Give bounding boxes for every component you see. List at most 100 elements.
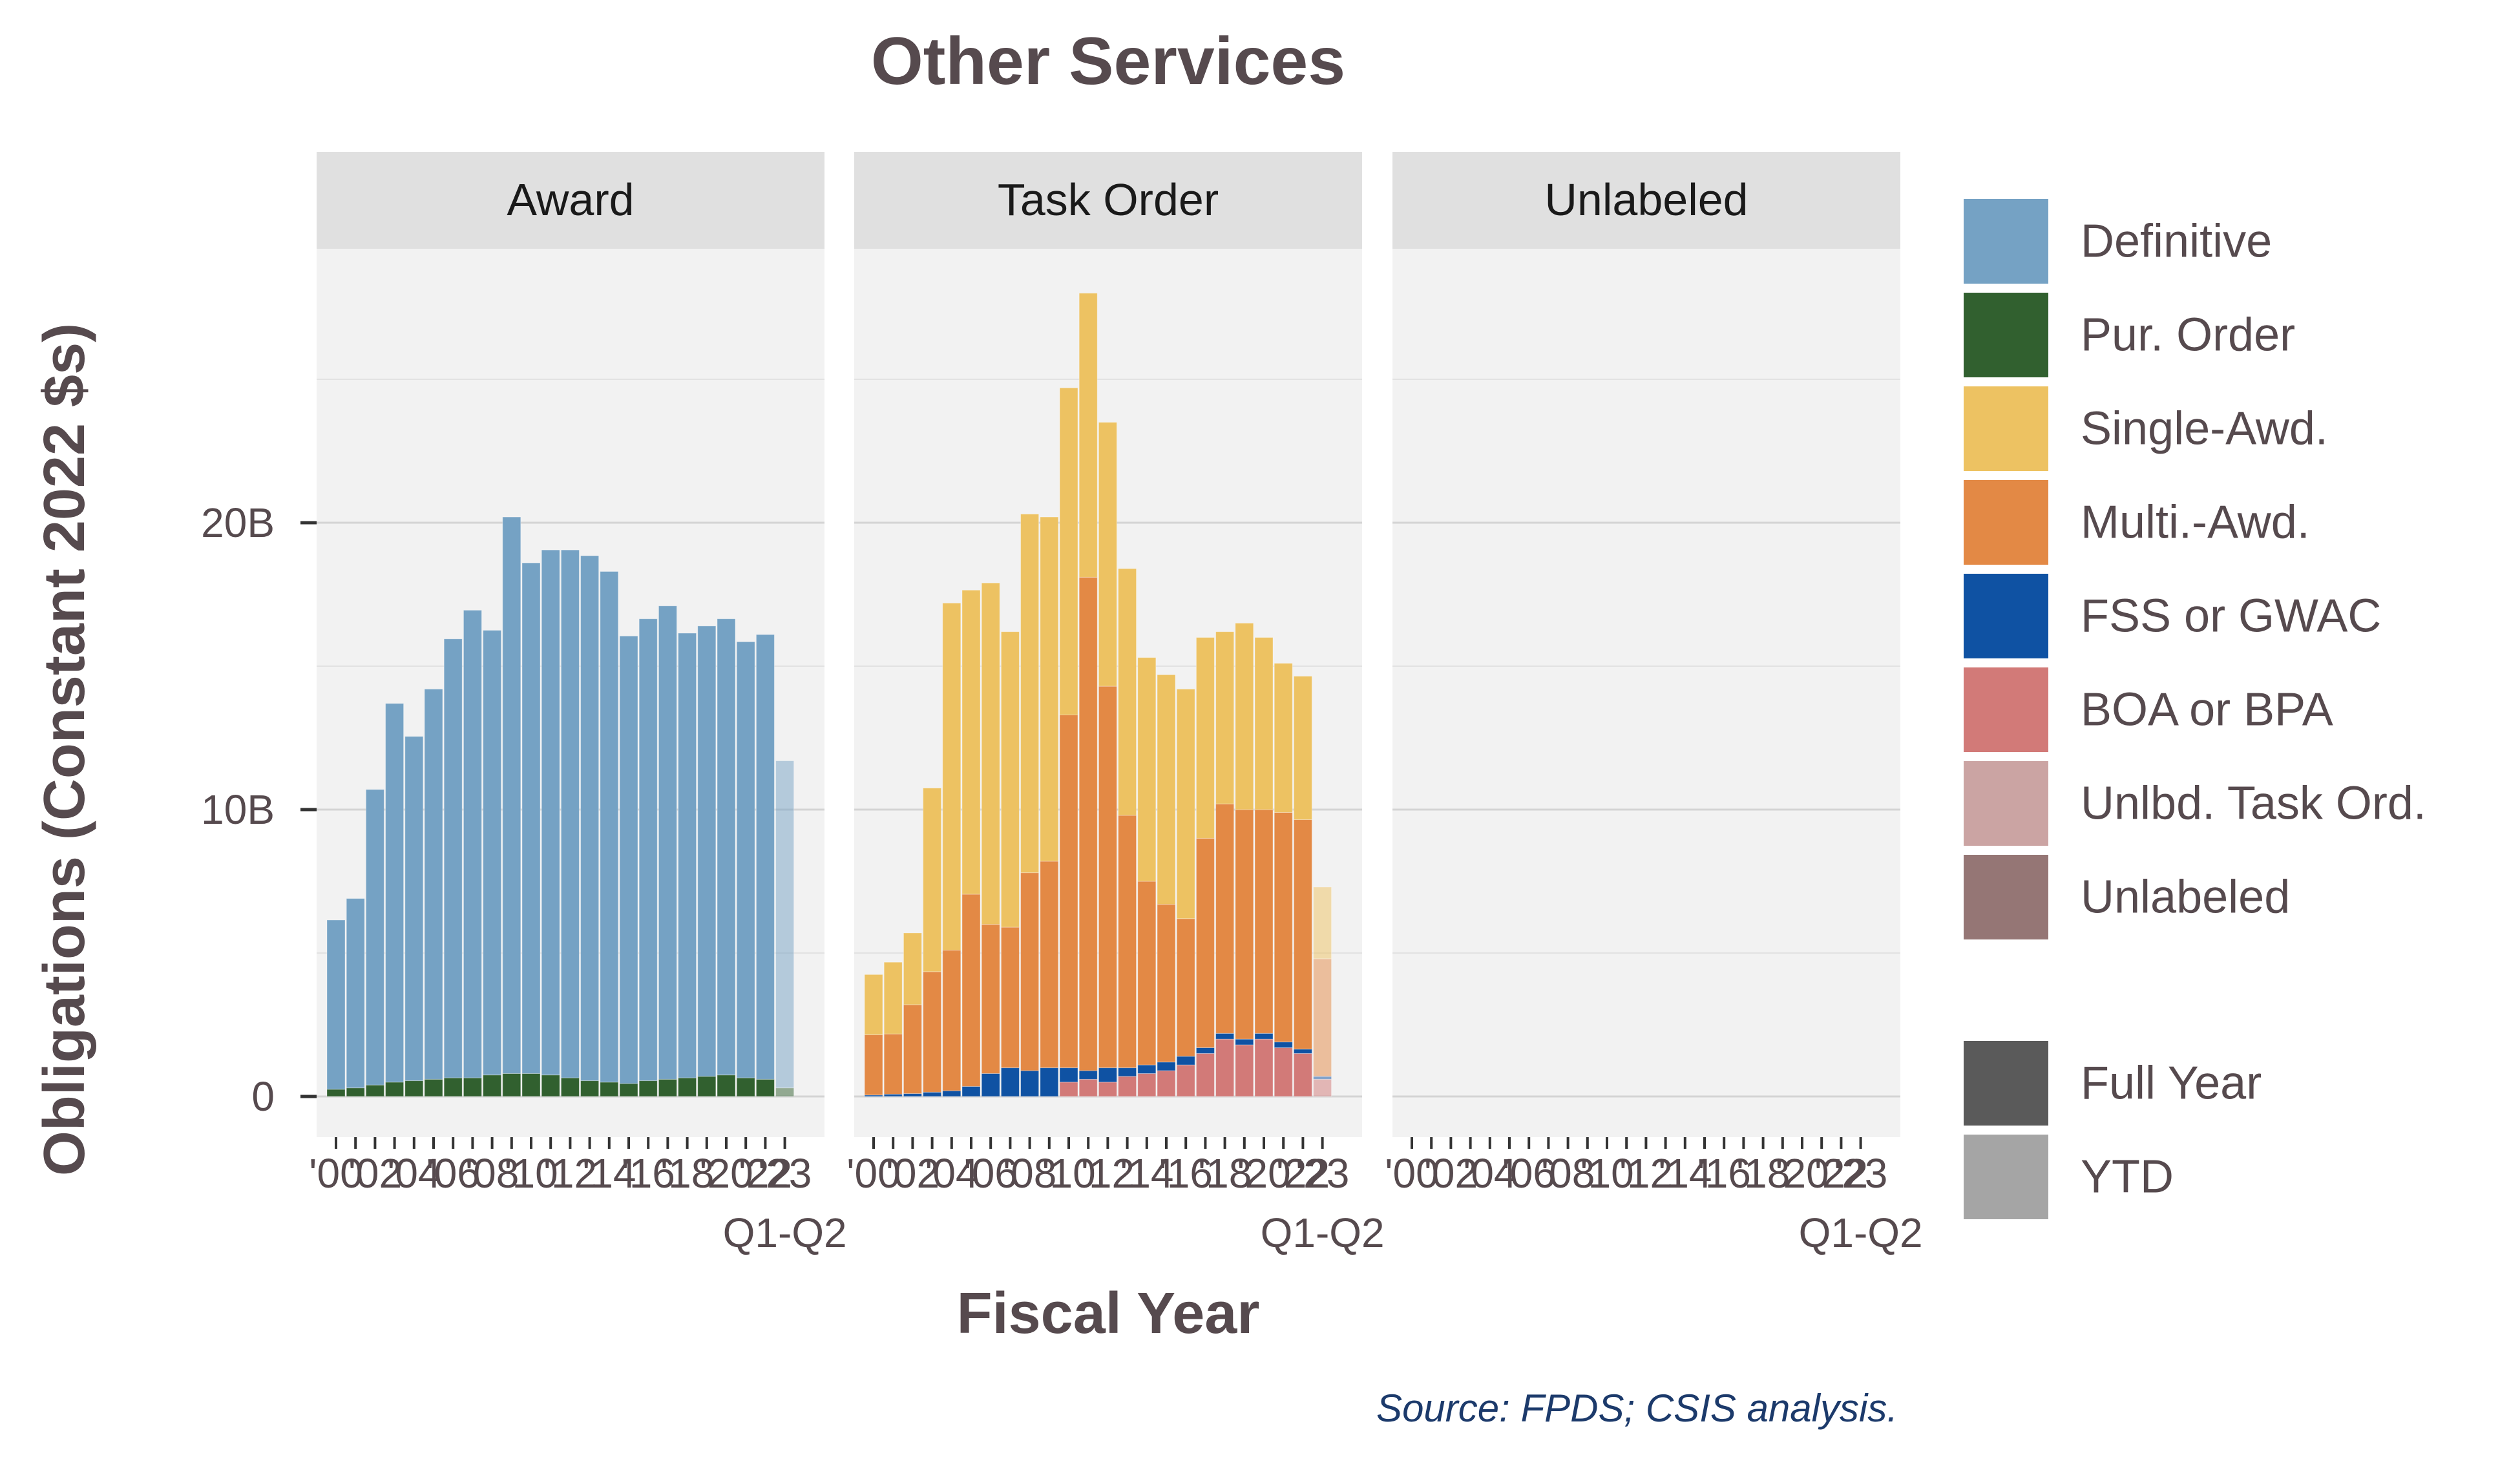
bar-multi-awd--2008: [1020, 872, 1040, 1071]
bar-fss-or-gwac-2014: [1137, 1064, 1157, 1074]
x-tick-label-8: '16: [1159, 1150, 1212, 1197]
x-tick-label-ytd: Q1-Q2: [723, 1210, 847, 1256]
bar-single-awd--2006: [981, 582, 1000, 925]
x-tick-label-11: '22: [1814, 1150, 1868, 1197]
panel-strip-label: Task Order: [998, 174, 1219, 225]
bar-multi-awd--2005: [961, 894, 981, 1087]
bar-definitive-2001: [346, 898, 365, 1089]
bar-definitive-2019: [697, 625, 717, 1077]
bar-definitive-2003: [385, 703, 404, 1083]
bar-single-awd--2013: [1118, 568, 1137, 816]
bar-definitive-2021: [736, 641, 755, 1078]
bar-pur-order-2011: [541, 1074, 560, 1097]
bar-fss-or-gwac-2016: [1176, 1056, 1195, 1065]
bar-definitive-2002: [365, 789, 384, 1085]
bar-multi-awd--2002: [903, 1004, 922, 1095]
legend2-label-0: Full Year: [2081, 1058, 2262, 1109]
legend-key-7: [1961, 852, 2051, 942]
legend-key-0: [1961, 196, 2051, 286]
bar-fss-or-gwac-2012: [1098, 1067, 1117, 1083]
bar-multi-awd--2000: [864, 1034, 883, 1096]
legend2-key-0: [1961, 1038, 2051, 1128]
bar-boa-or-bpa-2010: [1059, 1082, 1078, 1097]
bar-single-awd--2017: [1195, 637, 1215, 839]
x-tick-label-10: '20: [699, 1150, 753, 1197]
y-axis-title: Obligations (Constant 2022 $s): [32, 323, 97, 1176]
y-tick-label-2: 20B: [201, 499, 275, 546]
bar-boa-or-bpa-2021: [1274, 1047, 1293, 1097]
x-tick-label-3: '06: [1502, 1150, 1555, 1197]
bar-boa-or-bpa-2020: [1254, 1038, 1274, 1097]
bar-definitive-2010: [521, 562, 541, 1074]
bar-fss-or-gwac-2017: [1195, 1047, 1215, 1054]
panel-strip-label: Unlabeled: [1544, 174, 1748, 225]
x-tick-label-5: '10: [504, 1150, 558, 1197]
x-tick-label-6: '12: [1081, 1150, 1135, 1197]
bar-single-awd--2007: [1000, 631, 1020, 928]
bar-fss-or-gwac-2022: [1293, 1049, 1312, 1054]
legend-label-7: Unlabeled: [2081, 872, 2290, 923]
bar-definitive-2006: [443, 638, 463, 1078]
bar-multi-awd--2022: [1293, 819, 1312, 1050]
bar-multi-awd--2001: [883, 1033, 903, 1095]
legend-key-1: [1961, 290, 2051, 380]
bar-definitive-2004: [404, 736, 424, 1082]
bar-pur-order-2016: [638, 1080, 658, 1097]
bar-multi-awd--2003: [923, 971, 942, 1093]
bar-single-awd--2015: [1157, 674, 1176, 905]
legend-key-3: [1961, 477, 2051, 567]
x-tick-label-4: '08: [1541, 1150, 1595, 1197]
bar-definitive-2012: [560, 549, 580, 1078]
x-tick-label-0: '00: [309, 1150, 362, 1197]
bar-pur-order-2018: [678, 1077, 697, 1097]
bar-pur-order-2019: [697, 1076, 717, 1097]
bar-fss-or-gwac-2006: [981, 1073, 1000, 1097]
x-axis-ticks: '00'02'04'06'08'10'12'14'16'18'20'22'23 Q…: [309, 1137, 847, 1256]
bar-single-awd--2010: [1059, 387, 1078, 715]
bar-definitive-2005: [424, 689, 443, 1080]
x-tick-label-10: '20: [1775, 1150, 1829, 1197]
bar-pur-order-2023: [775, 1087, 795, 1097]
legend-label-3: Multi.-Awd.: [2081, 497, 2310, 549]
legend2-label-1: YTD: [2081, 1151, 2174, 1203]
legend-label-1: Pur. Order: [2081, 309, 2295, 361]
bar-single-awd--2018: [1215, 631, 1235, 804]
panel-unlabeled: Unlabeled'00'02'04'06'08'10'12'14'16'18'…: [1385, 152, 1923, 1256]
x-tick-label-9: '18: [1736, 1150, 1790, 1197]
bar-fss-or-gwac-2018: [1215, 1032, 1235, 1040]
bar-single-awd--2004: [942, 602, 961, 951]
x-tick-label-0: '00: [1385, 1150, 1438, 1197]
panel-strip: [854, 152, 1362, 249]
x-tick-label-1: '02: [1424, 1150, 1478, 1197]
x-tick-label-6: '12: [1619, 1150, 1673, 1197]
bar-single-awd--2008: [1020, 514, 1040, 874]
x-tick-label-6: '12: [543, 1150, 597, 1197]
bar-pur-order-2022: [755, 1078, 775, 1097]
bar-boa-or-bpa-2023: [1313, 1078, 1332, 1097]
bar-definitive-2017: [658, 605, 677, 1080]
x-tick-label-9: '18: [660, 1150, 714, 1197]
bar-pur-order-2000: [326, 1089, 346, 1097]
x-axis-ticks: '00'02'04'06'08'10'12'14'16'18'20'22'23 Q…: [846, 1137, 1385, 1256]
x-tick-label-ytd: Q1-Q2: [1261, 1210, 1385, 1256]
bar-multi-awd--2010: [1059, 714, 1078, 1069]
bar-fss-or-gwac-2021: [1274, 1042, 1293, 1049]
bar-pur-order-2003: [385, 1082, 404, 1097]
bar-definitive-2015: [619, 635, 638, 1084]
bar-multi-awd--2009: [1040, 861, 1059, 1069]
bar-definitive-2008: [483, 630, 502, 1076]
bar-fss-or-gwac-2005: [961, 1085, 981, 1097]
bar-boa-or-bpa-2018: [1215, 1038, 1235, 1097]
x-tick-label-10: '20: [1237, 1150, 1290, 1197]
panel-award: Award '00'02'04'06'08'10'12'14'16'18'20'2…: [309, 152, 847, 1256]
bar-fss-or-gwac-2009: [1040, 1067, 1059, 1097]
bar-boa-or-bpa-2019: [1235, 1044, 1254, 1097]
bar-multi-awd--2004: [942, 950, 961, 1091]
bar-multi-awd--2006: [981, 924, 1000, 1074]
bar-pur-order-2017: [658, 1078, 677, 1097]
x-tick-label-12: '23: [1834, 1150, 1887, 1197]
bar-definitive-2011: [541, 549, 560, 1076]
bar-multi-awd--2021: [1274, 812, 1293, 1043]
bar-multi-awd--2020: [1254, 809, 1274, 1034]
